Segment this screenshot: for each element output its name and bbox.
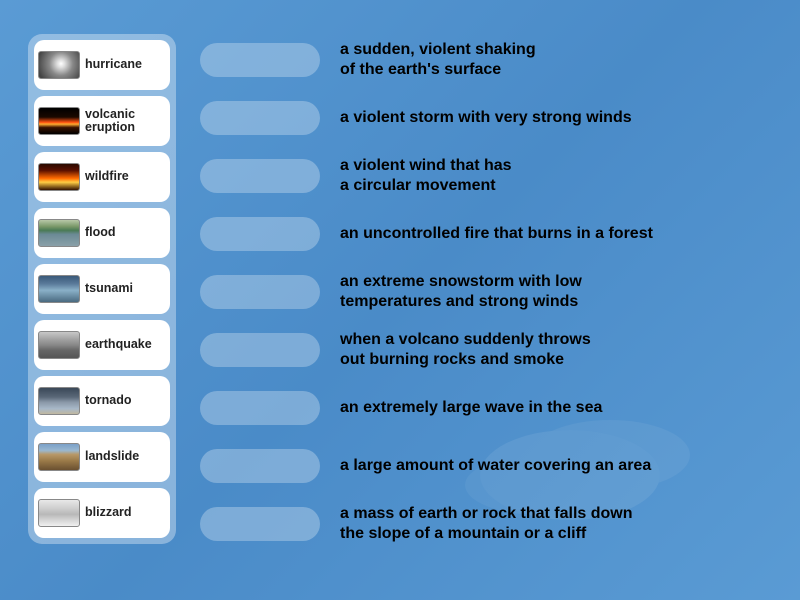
term-thumb: [38, 275, 80, 303]
term-label: hurricane: [85, 58, 142, 71]
terms-panel: hurricane volcaniceruption wildfire flood ts…: [28, 34, 176, 544]
definition-row: an extremely large wave in the sea: [200, 384, 780, 432]
term-card-wildfire[interactable]: wildfire: [34, 152, 170, 202]
term-label: earthquake: [85, 338, 152, 351]
definition-text: an extremely large wave in the sea: [340, 398, 602, 418]
term-label: flood: [85, 226, 116, 239]
definitions-column: a sudden, violent shakingof the earth's …: [200, 36, 780, 548]
definition-row: a violent wind that hasa circular moveme…: [200, 152, 780, 200]
drop-slot[interactable]: [200, 101, 320, 135]
term-card-earthquake[interactable]: earthquake: [34, 320, 170, 370]
definition-text: a violent storm with very strong winds: [340, 108, 632, 128]
term-card-volcanic-eruption[interactable]: volcaniceruption: [34, 96, 170, 146]
term-card-flood[interactable]: flood: [34, 208, 170, 258]
term-thumb: [38, 107, 80, 135]
definition-text: an extreme snowstorm with lowtemperature…: [340, 272, 582, 312]
definition-text: an uncontrolled fire that burns in a for…: [340, 224, 653, 244]
term-label: landslide: [85, 450, 139, 463]
definition-row: a violent storm with very strong winds: [200, 94, 780, 142]
term-card-landslide[interactable]: landslide: [34, 432, 170, 482]
drop-slot[interactable]: [200, 43, 320, 77]
definition-row: a large amount of water covering an area: [200, 442, 780, 490]
term-label: tsunami: [85, 282, 133, 295]
term-label: wildfire: [85, 170, 129, 183]
term-thumb: [38, 331, 80, 359]
term-card-tornado[interactable]: tornado: [34, 376, 170, 426]
definition-row: when a volcano suddenly throwsout burnin…: [200, 326, 780, 374]
definition-row: an extreme snowstorm with lowtemperature…: [200, 268, 780, 316]
term-thumb: [38, 499, 80, 527]
drop-slot[interactable]: [200, 333, 320, 367]
term-label: blizzard: [85, 506, 132, 519]
term-card-tsunami[interactable]: tsunami: [34, 264, 170, 314]
term-thumb: [38, 443, 80, 471]
term-card-hurricane[interactable]: hurricane: [34, 40, 170, 90]
definition-row: a sudden, violent shakingof the earth's …: [200, 36, 780, 84]
drop-slot[interactable]: [200, 507, 320, 541]
drop-slot[interactable]: [200, 391, 320, 425]
term-thumb: [38, 163, 80, 191]
drop-slot[interactable]: [200, 275, 320, 309]
term-thumb: [38, 51, 80, 79]
definition-text: a sudden, violent shakingof the earth's …: [340, 40, 536, 80]
definition-text: a large amount of water covering an area: [340, 456, 651, 476]
term-label: tornado: [85, 394, 132, 407]
definition-row: a mass of earth or rock that falls downt…: [200, 500, 780, 548]
drop-slot[interactable]: [200, 449, 320, 483]
term-thumb: [38, 219, 80, 247]
definition-text: a mass of earth or rock that falls downt…: [340, 504, 633, 544]
term-card-blizzard[interactable]: blizzard: [34, 488, 170, 538]
definition-text: when a volcano suddenly throwsout burnin…: [340, 330, 591, 370]
definition-text: a violent wind that hasa circular moveme…: [340, 156, 512, 196]
drop-slot[interactable]: [200, 217, 320, 251]
term-label: volcaniceruption: [85, 108, 135, 134]
definition-row: an uncontrolled fire that burns in a for…: [200, 210, 780, 258]
term-thumb: [38, 387, 80, 415]
drop-slot[interactable]: [200, 159, 320, 193]
